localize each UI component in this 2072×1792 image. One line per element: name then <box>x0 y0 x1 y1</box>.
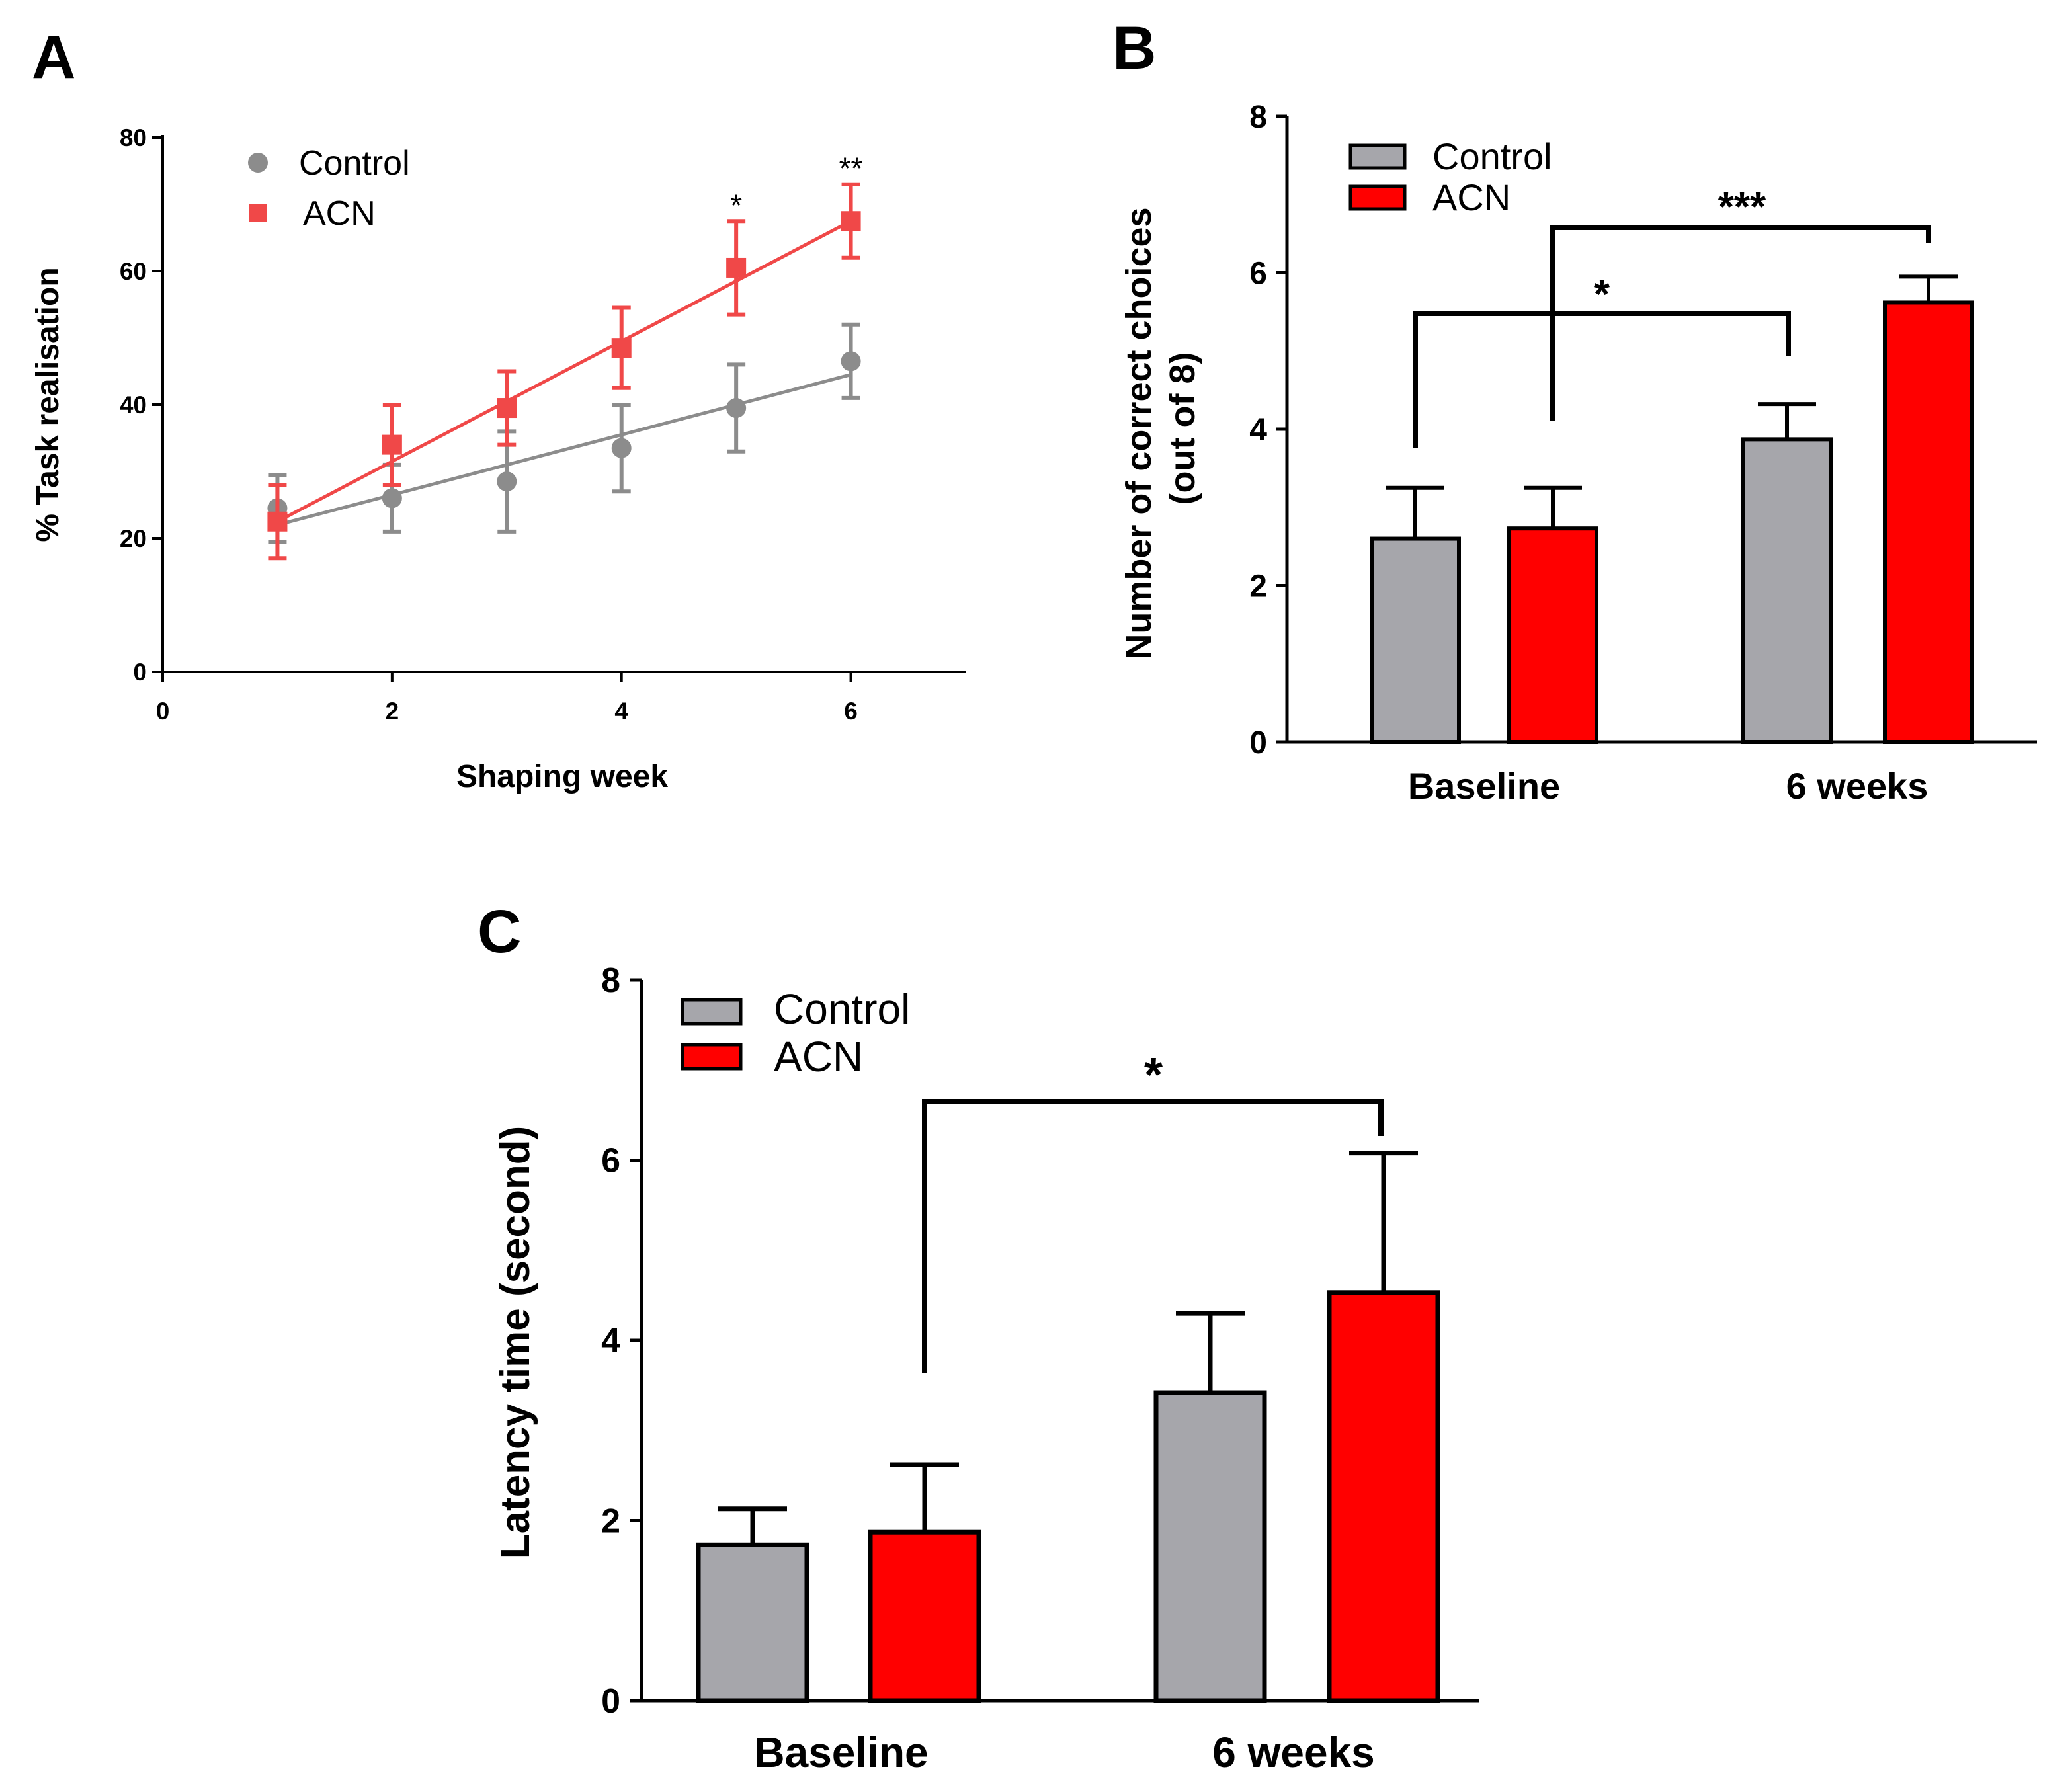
acn-bar <box>868 1529 981 1703</box>
y-axis-tick-label: 6 <box>601 1142 620 1180</box>
control-bar <box>1153 1390 1267 1703</box>
y-axis-tick-label: 4 <box>601 1322 620 1360</box>
panel-c-ticks: 0 2 4 6 8 <box>601 961 642 1721</box>
panel-a-legend-acn-marker <box>249 204 267 222</box>
panel-a-annotation: * <box>730 188 742 222</box>
control-data-point <box>841 351 861 372</box>
panel-b-significance-star-acn: *** <box>1718 184 1766 230</box>
panel-b-legend-acn-label: ACN <box>1432 177 1511 218</box>
control-bar <box>1370 536 1461 744</box>
control-bar <box>1741 437 1833 744</box>
control-fit-line <box>276 373 852 527</box>
x-axis-tick-label: 4 <box>614 698 628 725</box>
y-axis-tick-label: 2 <box>1249 569 1267 604</box>
x-axis-tick-label: 2 <box>386 698 399 725</box>
acn-data-point <box>841 211 861 231</box>
panel-c-y-axis-title: Latency time (second) <box>493 1126 538 1559</box>
y-axis-tick-label: 0 <box>1249 725 1267 760</box>
panel-a-ticks: 0 20 40 60 80 0 2 4 6 <box>120 124 858 725</box>
panel-b-y-axis-title: Number of correct choices (out of 8) <box>1119 197 1202 659</box>
y-axis-tick-label: 8 <box>1249 100 1267 135</box>
panel-a-legend-acn-label: ACN <box>303 194 376 233</box>
control-data-point <box>611 438 632 458</box>
acn-fit-line <box>276 220 852 523</box>
acn-data-point <box>611 338 632 358</box>
control-data-point <box>726 398 747 419</box>
panel-a-legend-control-label: Control <box>299 144 410 183</box>
panel-b-category-label: Baseline <box>1408 765 1560 807</box>
panel-b-legend-acn-swatch <box>1348 184 1407 211</box>
panel-c: C 0 2 4 6 8 Latency time (second) Control AC… <box>477 898 1479 1776</box>
panel-a-annotation: ** <box>839 151 863 186</box>
panel-a-legend-control-marker <box>248 153 268 173</box>
y-axis-tick-label: 0 <box>601 1682 620 1721</box>
y-axis-tick-label: 80 <box>120 124 147 151</box>
acn-bar <box>1883 300 1974 744</box>
panel-c-letter: C <box>477 898 521 965</box>
acn-data-point <box>726 257 747 278</box>
panel-c-plot-area <box>696 1151 1440 1703</box>
control-data-point <box>497 471 517 492</box>
panel-b-y-axis-title-line-2: (out of 8) <box>1163 352 1202 505</box>
panel-a-legend: Control ACN <box>248 144 410 233</box>
panel-c-legend-control-swatch <box>681 998 743 1026</box>
panel-c-category-label: 6 weeks <box>1212 1729 1375 1776</box>
panel-c-legend-acn-label: ACN <box>774 1033 863 1080</box>
acn-data-point <box>382 434 402 455</box>
panel-a-plot-area <box>267 182 861 561</box>
y-axis-tick-label: 60 <box>120 258 147 285</box>
y-axis-tick-label: 6 <box>1249 257 1267 292</box>
acn-data-point <box>497 398 517 419</box>
panel-b-y-axis-title-line-1: Number of correct choices <box>1119 207 1159 659</box>
panel-a-y-axis-title: % Task realisation <box>30 267 65 542</box>
panel-c-legend: Control ACN <box>681 985 910 1080</box>
panel-b-letter: B <box>1112 15 1156 82</box>
panel-b-significance-star-control: * <box>1594 272 1610 317</box>
panel-c-category-label: Baseline <box>754 1729 928 1776</box>
y-axis-tick-label: 4 <box>1249 413 1267 448</box>
panel-a-letter: A <box>32 24 75 91</box>
panel-a: A 0 20 40 60 80 0 2 4 6 % Task realisation Shapi… <box>30 24 966 794</box>
panel-b-ticks: 0 2 4 6 8 <box>1249 100 1287 760</box>
panel-b-legend: Control ACN <box>1348 136 1552 218</box>
y-axis-tick-label: 20 <box>120 525 147 552</box>
x-axis-tick-label: 6 <box>844 698 858 725</box>
panel-a-x-axis-title: Shaping week <box>456 759 668 794</box>
y-axis-tick-label: 8 <box>601 961 620 1000</box>
y-axis-tick-label: 0 <box>133 659 147 686</box>
panel-b-plot-area <box>1370 274 1974 744</box>
panel-c-legend-control-label: Control <box>774 985 910 1033</box>
y-axis-tick-label: 2 <box>601 1502 620 1541</box>
acn-bar <box>1327 1290 1440 1703</box>
panel-b: B 0 2 4 6 8 Number of correct choices (out o… <box>1112 15 2037 807</box>
control-bar <box>696 1542 809 1703</box>
panel-b-significance-bracket-control <box>1413 311 1791 448</box>
panel-b-significance-bracket-acn <box>1550 225 1931 421</box>
y-axis-tick-label: 40 <box>120 391 147 419</box>
control-data-point <box>382 488 402 509</box>
acn-bar <box>1507 526 1598 744</box>
panel-b-legend-control-swatch <box>1348 143 1407 170</box>
panel-b-legend-control-label: Control <box>1432 136 1552 177</box>
acn-data-point <box>267 511 288 532</box>
panel-b-category-label: 6 weeks <box>1786 765 1928 807</box>
panel-c-significance-star: * <box>1144 1049 1163 1102</box>
panel-c-significance-bracket <box>922 1099 1384 1373</box>
x-axis-tick-label: 0 <box>156 698 170 725</box>
panel-c-legend-acn-swatch <box>681 1043 743 1071</box>
